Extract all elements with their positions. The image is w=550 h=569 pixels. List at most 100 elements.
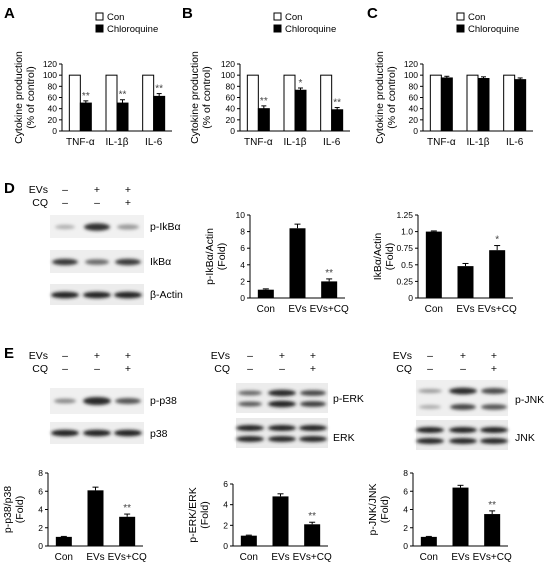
- cq-sign: +: [310, 363, 316, 375]
- evs-sign: –: [427, 350, 433, 362]
- bar-con: [429, 74, 442, 132]
- chart-e1: 0 2 4 6 8 p-p38/p38 (Fold) Con EVs ** EVs+CQ: [2, 468, 147, 563]
- significance-label: **: [260, 96, 268, 107]
- x-tick-label: EVs: [288, 304, 306, 315]
- x-tick-label: IL-6: [145, 137, 163, 148]
- evs-label: EVs: [211, 350, 230, 362]
- bar-con: [68, 74, 81, 132]
- legend-swatch: [273, 24, 282, 33]
- conditions-e-p38: EVs CQ – + + – – +: [29, 350, 131, 375]
- evs-sign: +: [491, 350, 497, 362]
- y-tick-label: 40: [409, 104, 419, 114]
- x-tick-label: Con: [240, 552, 258, 563]
- bar-chloroquine: [153, 95, 166, 132]
- y-axis-label: p-JNK/JNK: [367, 484, 379, 536]
- significance-label: **: [119, 90, 127, 101]
- legend-swatch: [456, 24, 465, 33]
- x-tick-label: EVs+CQ: [293, 552, 332, 563]
- legend-label: Chloroquine: [285, 24, 336, 35]
- y-tick-label: 2: [223, 520, 228, 530]
- blot-e-pp38: [50, 388, 144, 414]
- y-tick-label: 6: [223, 479, 228, 489]
- bar-chloroquine: [257, 108, 270, 132]
- y-tick-label: 60: [48, 93, 58, 103]
- legend-label: Con: [468, 12, 485, 23]
- cq-label: CQ: [396, 363, 412, 375]
- cq-sign: –: [460, 363, 466, 375]
- x-tick-label: EVs: [86, 552, 104, 563]
- y-tick-label: 2: [240, 276, 245, 286]
- y-tick-label: 0.5: [401, 260, 413, 270]
- y-tick-label: 2: [38, 523, 43, 533]
- blot-d-pikba: [50, 215, 144, 238]
- blot-label: p-p38: [150, 395, 177, 407]
- blot-e-perk: [236, 383, 328, 413]
- y-tick-label: 0: [240, 293, 245, 303]
- y-tick-label: 100: [221, 70, 235, 80]
- panel-label-d: D: [4, 180, 15, 197]
- blot-e-erk: [236, 418, 328, 448]
- bar: [289, 228, 306, 298]
- bar-con: [246, 74, 259, 132]
- chart-d1: 0 2 4 6 8 10 p-IkBα/Actin (Fold) Con EVs ** EVs+CQ: [204, 210, 349, 315]
- y-axis-label: (Fold): [379, 496, 391, 523]
- y-tick-label: 40: [48, 104, 58, 114]
- y-tick-label: 8: [240, 227, 245, 237]
- y-tick-label: 0: [230, 126, 235, 136]
- cq-sign: –: [62, 363, 68, 375]
- legend-label: Chloroquine: [107, 24, 158, 35]
- y-tick-label: 20: [48, 115, 58, 125]
- bar: [321, 281, 338, 298]
- cq-sign: –: [94, 197, 100, 209]
- cq-sign: –: [279, 363, 285, 375]
- cq-label: CQ: [32, 363, 48, 375]
- bar: [420, 536, 437, 546]
- y-tick-label: 6: [240, 243, 245, 253]
- y-tick-label: 8: [403, 468, 408, 478]
- blot-label: p-IkBα: [150, 221, 181, 233]
- bar-chloroquine: [79, 102, 92, 132]
- bar-chloroquine: [514, 79, 527, 132]
- x-tick-label: IL-1β: [467, 137, 490, 148]
- y-tick-label: 10: [236, 210, 246, 220]
- y-tick-label: 0.75: [396, 243, 413, 253]
- chart-e2: 0 2 4 6 p-ERK/ERK (Fold) Con EVs ** EVs+CQ: [187, 479, 332, 563]
- x-tick-label: IL-6: [506, 137, 524, 148]
- x-tick-label: Con: [55, 552, 73, 563]
- significance-label: **: [488, 500, 496, 511]
- y-axis-label: (% of control): [386, 66, 398, 128]
- y-tick-label: 0: [38, 541, 43, 551]
- bar: [484, 514, 501, 546]
- blot-d-ikba: [50, 250, 144, 273]
- cq-label: CQ: [32, 197, 48, 209]
- y-tick-label: 4: [403, 505, 408, 515]
- blot-label: p38: [150, 428, 168, 440]
- significance-label: **: [123, 503, 131, 514]
- blot-label: β-Actin: [150, 289, 183, 301]
- evs-label: EVs: [29, 350, 48, 362]
- bar: [87, 490, 104, 546]
- evs-sign: –: [62, 184, 68, 196]
- x-tick-label: TNF-α: [244, 137, 273, 148]
- blot-label: p-JNK: [515, 394, 544, 406]
- x-tick-label: EVs: [456, 304, 474, 315]
- blot-label: IkBα: [150, 256, 171, 268]
- legend-swatch: [273, 12, 282, 21]
- x-tick-label: EVs: [271, 552, 289, 563]
- bar-chloroquine: [440, 77, 453, 132]
- x-tick-label: TNF-α: [427, 137, 456, 148]
- conditions-d: EVs CQ – + + – – +: [29, 184, 131, 209]
- panel-label-c: C: [367, 5, 378, 22]
- blot-label: JNK: [515, 432, 535, 444]
- chart-e3: 0 2 4 6 8 p-JNK/JNK (Fold) Con EVs ** EVs+CQ: [367, 468, 512, 563]
- legend-swatch: [456, 12, 465, 21]
- evs-sign: +: [94, 350, 100, 362]
- y-axis-label: Cytokine production: [189, 51, 201, 144]
- x-tick-label: EVs+CQ: [108, 552, 147, 563]
- cq-sign: +: [125, 363, 131, 375]
- panel-label-b: B: [182, 5, 193, 22]
- y-tick-label: 60: [409, 93, 419, 103]
